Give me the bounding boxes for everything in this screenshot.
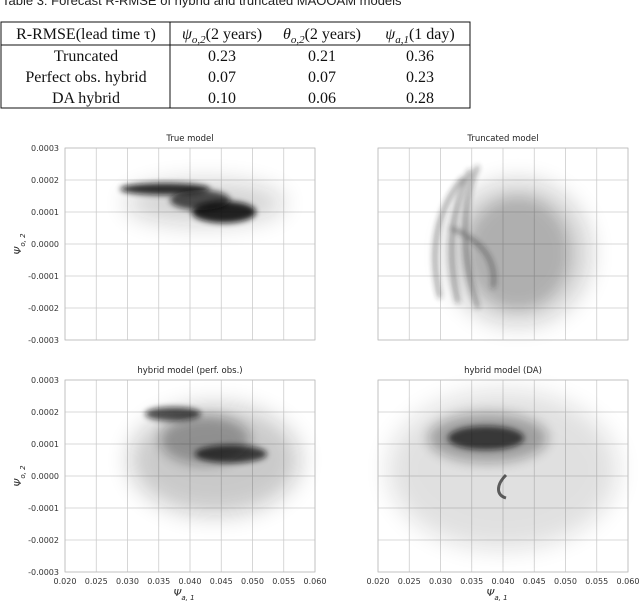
x-tick-label: 0.045 — [210, 577, 233, 586]
x-tick-label: 0.040 — [492, 577, 515, 586]
x-tick-label: 0.055 — [585, 577, 608, 586]
table-cell: 0.07 — [208, 69, 236, 86]
y-tick-label: -0.0002 — [28, 536, 59, 545]
y-tick-label: 0.0001 — [31, 440, 59, 449]
panel: 0.020 0.025 0.030 0.035 0.040 0.045 0.050 0.055… — [13, 366, 326, 602]
x-tick-label: 0.035 — [460, 577, 483, 586]
y-tick-label: 0.0002 — [31, 176, 59, 185]
panel-title: hybrid model (DA) — [464, 366, 542, 376]
x-tick-label: 0.055 — [272, 577, 295, 586]
table-cell: 0.07 — [308, 69, 336, 86]
x-tick-label: 0.025 — [398, 577, 421, 586]
table-cell: 0.36 — [406, 48, 434, 65]
x-tick-label: 0.040 — [179, 577, 202, 586]
x-axis-label: Ψa, 1 — [486, 588, 507, 602]
y-tick-label: 0.0001 — [31, 208, 59, 217]
density-cloud — [130, 405, 300, 515]
y-tick-label: 0.0000 — [31, 472, 59, 481]
panel-title: Truncated model — [466, 134, 538, 144]
y-axis-label: Ψo, 2 — [13, 233, 27, 255]
symbol: Ψ — [486, 588, 495, 599]
x-axis-label: Ψa, 1 — [173, 588, 194, 602]
table-cell: 0.23 — [208, 48, 236, 65]
panel-title: True model — [165, 134, 213, 144]
y-tick-label: 0.0003 — [31, 376, 59, 385]
table-header: ψo,2(2 years) — [182, 26, 262, 46]
density-cloud — [388, 390, 618, 550]
cell-text: R-RMSE(lead time τ) — [16, 26, 156, 43]
x-tick-label: 0.050 — [241, 577, 264, 586]
table-header: θo,2(2 years) — [283, 26, 361, 46]
table-header: ψa,1(1 day) — [385, 26, 454, 46]
y-tick-label: 0.0003 — [31, 144, 59, 153]
x-tick-label: 0.030 — [429, 577, 452, 586]
table-cell: 0.21 — [308, 48, 336, 65]
plot-frame — [377, 379, 629, 573]
plot-frame — [64, 379, 316, 573]
x-tick-label: 0.030 — [116, 577, 139, 586]
table: R-RMSE(lead time τ) ψo,2(2 years) θo,2(2 y… — [0, 21, 471, 109]
symbol: ψ — [182, 26, 193, 43]
suffix: (2 years) — [305, 26, 361, 43]
x-tick-label: 0.035 — [147, 577, 170, 586]
x-tick-label: 0.045 — [523, 577, 546, 586]
x-tick-label: 0.020 — [367, 577, 390, 586]
plot-frame — [377, 147, 629, 341]
plot-frame — [64, 147, 316, 341]
subscript: a, 1 — [494, 594, 507, 602]
table-cell: DA hybrid — [52, 90, 120, 107]
panel: Truncated model — [377, 134, 629, 341]
x-tick-label: 0.060 — [304, 577, 327, 586]
x-tick-label: 0.050 — [554, 577, 577, 586]
panel: -0.0003 -0.0002 -0.0001 0.0000 0.0001 0.0002 0… — [13, 134, 316, 345]
panel: 0.020 0.025 0.030 0.035 0.040 0.045 0.050 0.055… — [367, 366, 640, 602]
density-cloud — [433, 165, 590, 325]
symbol: θ — [283, 26, 291, 43]
x-tick-label: 0.060 — [617, 577, 640, 586]
panel-title: hybrid model (perf. obs.) — [137, 366, 242, 376]
symbol: Ψ — [13, 478, 24, 487]
x-tick-label: 0.020 — [54, 577, 77, 586]
table-cell: 0.06 — [308, 90, 336, 107]
symbol: ψ — [385, 26, 396, 43]
suffix: (1 day) — [409, 26, 455, 43]
symbol: Ψ — [13, 246, 24, 255]
table-cell: Perfect obs. hybrid — [25, 69, 146, 86]
table-header: R-RMSE(lead time τ) — [16, 26, 156, 43]
subscript: o, 2 — [19, 233, 27, 247]
suffix: (2 years) — [206, 26, 262, 43]
subscript: a,1 — [395, 34, 409, 46]
symbol: Ψ — [173, 588, 182, 599]
subscript: o, 2 — [19, 465, 27, 479]
y-tick-label: 0.0002 — [31, 408, 59, 417]
y-axis-label: Ψo, 2 — [13, 465, 27, 487]
y-tick-label: -0.0003 — [28, 336, 59, 345]
y-tick-label: -0.0001 — [28, 504, 59, 513]
subscript: o,2 — [291, 34, 305, 46]
subscript: o,2 — [192, 34, 206, 46]
table-cell: 0.10 — [208, 90, 236, 107]
table-cell: 0.23 — [406, 69, 434, 86]
y-tick-label: -0.0003 — [28, 568, 59, 577]
y-tick-label: -0.0001 — [28, 272, 59, 281]
subscript: a, 1 — [181, 594, 194, 602]
table-border — [0, 21, 471, 109]
table-cell: 0.28 — [406, 90, 434, 107]
caption: Table 3: Forecast R-RMSE of hybrid and t… — [2, 0, 402, 8]
density-cloud — [120, 181, 285, 225]
y-tick-label: -0.0002 — [28, 304, 59, 313]
y-tick-label: 0.0000 — [31, 240, 59, 249]
x-tick-label: 0.025 — [85, 577, 108, 586]
table-cell: Truncated — [54, 48, 118, 65]
